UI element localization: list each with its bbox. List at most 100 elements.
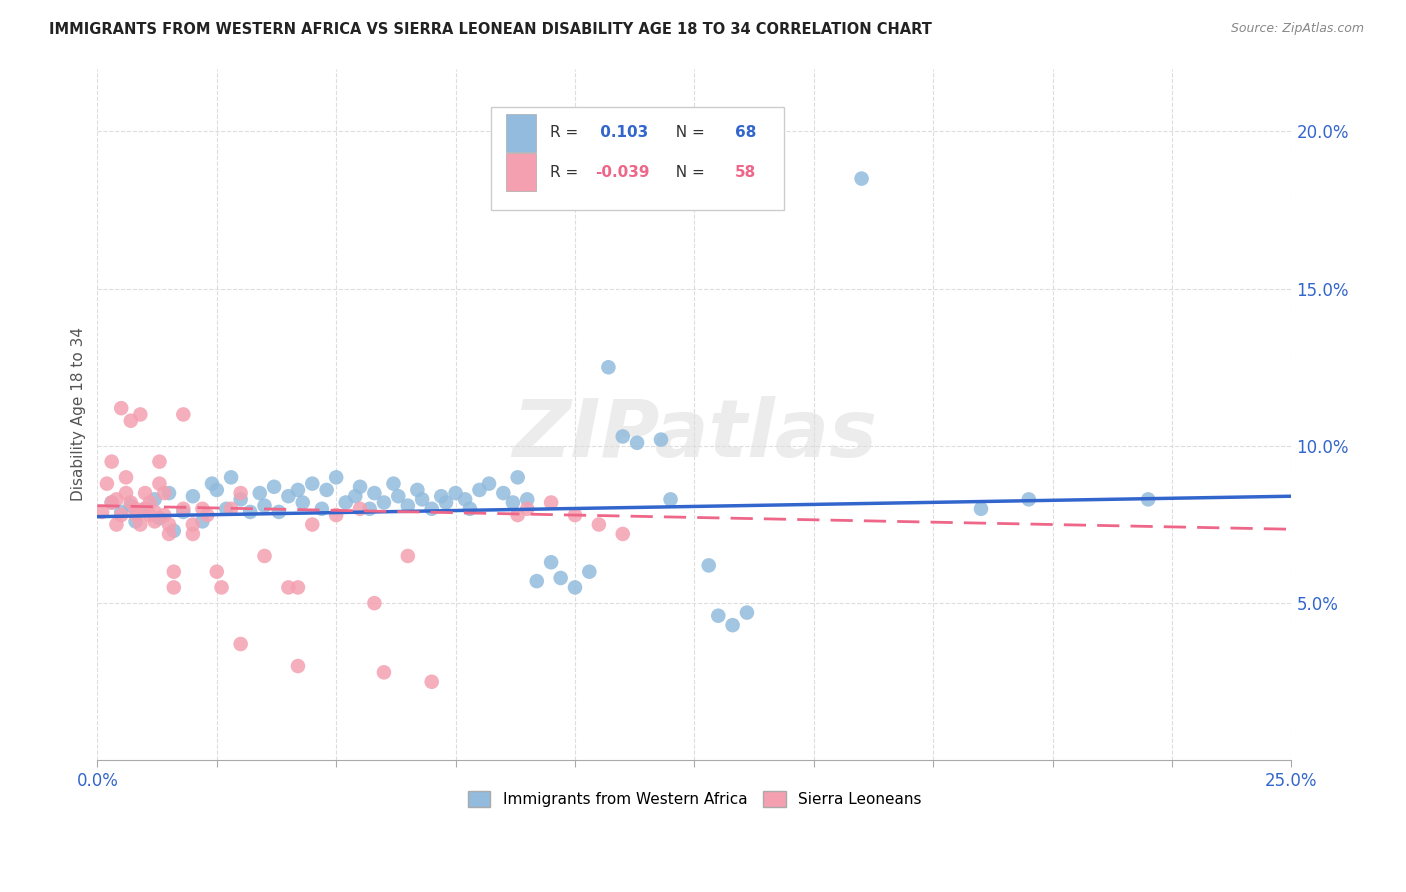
- Point: [105, 517, 128, 532]
- Point: [468, 483, 491, 497]
- Point: [851, 171, 873, 186]
- Point: [181, 517, 204, 532]
- Point: [120, 495, 142, 509]
- Bar: [506, 153, 536, 191]
- Point: [540, 495, 562, 509]
- Point: [612, 429, 634, 443]
- Point: [143, 492, 166, 507]
- Point: [430, 489, 453, 503]
- Point: [134, 501, 156, 516]
- Point: [492, 486, 515, 500]
- Point: [120, 414, 142, 428]
- Point: [153, 508, 176, 522]
- Point: [219, 501, 242, 516]
- Point: [163, 524, 186, 538]
- Point: [564, 581, 586, 595]
- Point: [396, 549, 419, 563]
- Text: ZIPatlas: ZIPatlas: [512, 396, 877, 475]
- Point: [172, 408, 194, 422]
- FancyBboxPatch shape: [492, 106, 785, 211]
- Bar: [506, 114, 536, 152]
- Point: [373, 495, 395, 509]
- Point: [626, 435, 648, 450]
- Point: [578, 565, 600, 579]
- Text: N =: N =: [666, 126, 710, 140]
- Point: [612, 527, 634, 541]
- Point: [291, 495, 314, 509]
- Point: [506, 508, 529, 522]
- Point: [205, 483, 228, 497]
- Point: [148, 511, 170, 525]
- Point: [458, 501, 481, 516]
- Point: [124, 508, 146, 522]
- Point: [253, 549, 276, 563]
- Point: [163, 581, 186, 595]
- Point: [277, 581, 299, 595]
- Point: [373, 665, 395, 680]
- Point: [650, 433, 672, 447]
- Point: [91, 505, 114, 519]
- Point: [301, 517, 323, 532]
- Point: [516, 492, 538, 507]
- Point: [335, 495, 357, 509]
- Point: [110, 505, 132, 519]
- Point: [129, 517, 152, 532]
- Point: [263, 480, 285, 494]
- Point: [540, 555, 562, 569]
- Point: [100, 455, 122, 469]
- Point: [598, 360, 620, 375]
- Point: [721, 618, 744, 632]
- Point: [411, 492, 433, 507]
- Point: [707, 608, 730, 623]
- Point: [406, 483, 429, 497]
- Point: [253, 499, 276, 513]
- Point: [229, 492, 252, 507]
- Point: [301, 476, 323, 491]
- Text: -0.039: -0.039: [595, 165, 650, 180]
- Point: [124, 515, 146, 529]
- Point: [363, 596, 385, 610]
- Point: [139, 508, 162, 522]
- Text: R =: R =: [550, 165, 583, 180]
- Point: [420, 501, 443, 516]
- Point: [1137, 492, 1160, 507]
- Point: [201, 476, 224, 491]
- Point: [349, 501, 371, 516]
- Point: [157, 517, 180, 532]
- Point: [181, 527, 204, 541]
- Point: [100, 495, 122, 509]
- Point: [115, 470, 138, 484]
- Point: [287, 483, 309, 497]
- Point: [382, 476, 405, 491]
- Point: [516, 501, 538, 516]
- Point: [735, 606, 758, 620]
- Point: [153, 486, 176, 500]
- Point: [124, 501, 146, 516]
- Text: Source: ZipAtlas.com: Source: ZipAtlas.com: [1230, 22, 1364, 36]
- Point: [454, 492, 477, 507]
- Point: [970, 501, 993, 516]
- Point: [143, 505, 166, 519]
- Point: [172, 505, 194, 519]
- Point: [172, 501, 194, 516]
- Point: [287, 659, 309, 673]
- Point: [444, 486, 467, 500]
- Point: [211, 581, 233, 595]
- Point: [143, 515, 166, 529]
- Point: [191, 515, 214, 529]
- Text: 58: 58: [735, 165, 756, 180]
- Point: [396, 499, 419, 513]
- Point: [229, 486, 252, 500]
- Point: [191, 501, 214, 516]
- Text: 68: 68: [735, 126, 756, 140]
- Point: [359, 501, 381, 516]
- Point: [550, 571, 572, 585]
- Point: [148, 476, 170, 491]
- Point: [267, 505, 290, 519]
- Point: [363, 486, 385, 500]
- Point: [325, 508, 347, 522]
- Point: [115, 486, 138, 500]
- Point: [387, 489, 409, 503]
- Point: [120, 499, 142, 513]
- Point: [1018, 492, 1040, 507]
